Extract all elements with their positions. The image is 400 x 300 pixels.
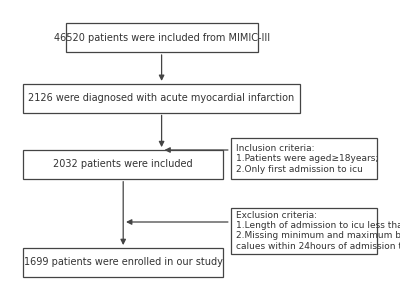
Text: 1699 patients were enrolled in our study: 1699 patients were enrolled in our study xyxy=(24,257,223,267)
Text: 2126 were diagnosed with acute myocardial infarction: 2126 were diagnosed with acute myocardia… xyxy=(28,93,295,103)
FancyBboxPatch shape xyxy=(23,150,223,179)
Text: Exclusion criteria:
1.Length of admission to icu less than 24h;
2.Missing minimu: Exclusion criteria: 1.Length of admissio… xyxy=(236,211,400,251)
Text: Inclusion criteria:
1.Patients were aged≥18years;
2.Only first admission to icu: Inclusion criteria: 1.Patients were aged… xyxy=(236,144,379,173)
FancyBboxPatch shape xyxy=(23,84,300,112)
FancyBboxPatch shape xyxy=(231,139,377,179)
FancyBboxPatch shape xyxy=(66,23,258,52)
Text: 46520 patients were included from MIMIC-III: 46520 patients were included from MIMIC-… xyxy=(54,33,270,43)
FancyBboxPatch shape xyxy=(231,208,377,254)
FancyBboxPatch shape xyxy=(23,248,223,277)
Text: 2032 patients were included: 2032 patients were included xyxy=(53,159,193,170)
